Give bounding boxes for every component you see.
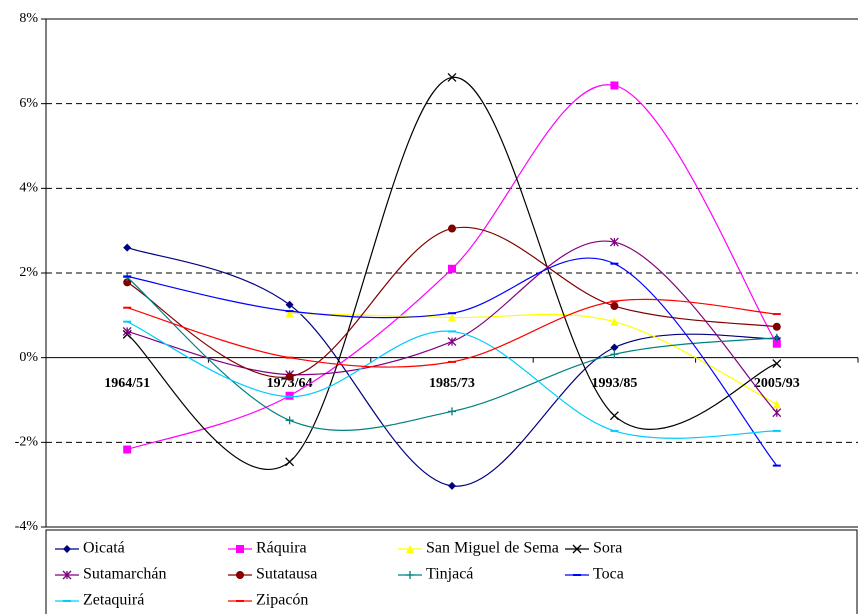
series-line	[127, 84, 778, 451]
y-tick-label: 8%	[19, 11, 38, 26]
marker	[236, 571, 244, 579]
marker	[448, 407, 456, 416]
legend-label: Toca	[593, 566, 624, 583]
marker	[447, 72, 457, 82]
marker	[285, 457, 295, 467]
legend-label: Zipacón	[256, 592, 308, 609]
marker	[609, 237, 619, 247]
marker	[610, 317, 619, 326]
marker	[448, 313, 456, 322]
series-line	[127, 247, 777, 487]
marker	[772, 333, 781, 342]
series-line	[127, 240, 778, 414]
marker	[610, 343, 619, 352]
legend-label: Sora	[593, 540, 622, 557]
x-tick-label: 1993/85	[591, 376, 637, 391]
marker	[610, 81, 619, 90]
x-tick-label: 2005/93	[754, 376, 800, 391]
marker	[772, 408, 782, 418]
marker	[285, 416, 294, 425]
marker	[772, 322, 781, 331]
x-tick-label: 1973/64	[267, 376, 313, 391]
y-tick-label: 4%	[19, 181, 38, 196]
marker	[62, 570, 72, 580]
legend-label: San Miguel de Sema	[426, 540, 559, 557]
marker	[406, 571, 414, 579]
marker	[448, 481, 456, 490]
legend-label: Ráquira	[256, 540, 307, 557]
legend-label: Oicatá	[83, 540, 125, 557]
marker	[285, 300, 294, 309]
series-line	[127, 257, 778, 466]
legend-box	[45, 529, 858, 614]
marker	[406, 545, 414, 553]
series-line	[289, 312, 778, 405]
y-tick-label: 6%	[19, 96, 38, 111]
marker	[448, 224, 456, 233]
marker	[609, 411, 619, 421]
x-tick-label: 1985/73	[429, 376, 475, 391]
legend-label: Sutamarchán	[83, 566, 167, 583]
marker	[123, 445, 132, 454]
marker	[285, 309, 294, 318]
y-tick-label: 2%	[19, 265, 38, 280]
marker	[63, 545, 71, 553]
marker	[772, 359, 782, 369]
legend-label: Tinjacá	[426, 566, 473, 583]
x-tick-label: 1964/51	[104, 376, 150, 391]
legend-label: Sutatausa	[256, 566, 317, 583]
y-tick-label: -4%	[15, 519, 39, 534]
legend-label: Zetaquirá	[83, 592, 144, 609]
marker	[448, 264, 456, 273]
series-line	[126, 226, 777, 378]
marker	[122, 326, 132, 336]
marker	[447, 337, 457, 347]
y-tick-label: -2%	[15, 435, 39, 450]
marker	[610, 302, 619, 311]
marker	[772, 339, 781, 348]
series-line	[126, 76, 777, 471]
marker	[236, 545, 244, 553]
y-tick-label: 0%	[19, 350, 38, 365]
marker	[285, 372, 294, 381]
marker	[123, 278, 132, 287]
marker	[123, 243, 132, 252]
marker	[772, 400, 781, 409]
series-line	[126, 276, 777, 431]
marker	[572, 544, 582, 554]
marker	[610, 350, 619, 359]
